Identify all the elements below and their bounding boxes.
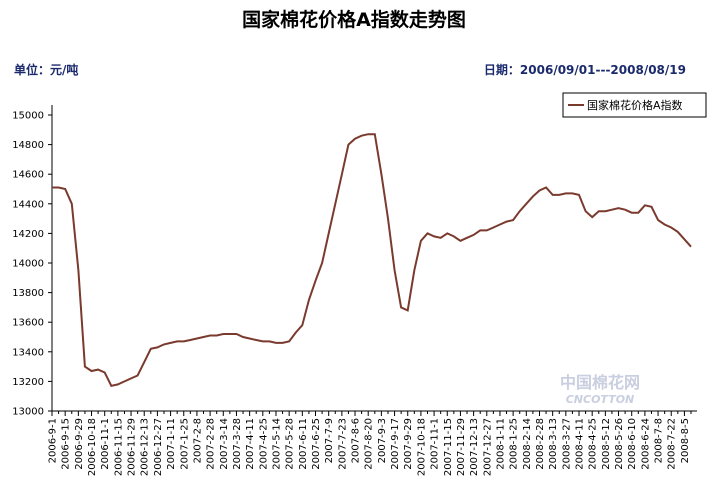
x-tick-label: 2006-12-27 xyxy=(153,418,164,476)
x-tick-label: 2007-12-13 xyxy=(469,418,480,476)
x-tick-label: 2007-7-9 xyxy=(324,418,335,463)
x-tick-label: 2007-4-11 xyxy=(245,418,256,470)
x-tick-label: 2008-2-28 xyxy=(535,418,546,470)
x-tick-label: 2006-9-1 xyxy=(48,418,59,463)
unit-label: 单位：元/吨 xyxy=(14,62,78,77)
x-tick-label: 2008-4-25 xyxy=(588,418,599,470)
x-tick-label: 2006-10-18 xyxy=(87,418,98,476)
x-tick-label: 2008-3-27 xyxy=(561,418,572,470)
y-tick-label: 14600 xyxy=(12,170,44,181)
x-tick-label: 2007-10-18 xyxy=(416,418,427,476)
x-tick-label: 2007-7-23 xyxy=(337,418,348,470)
x-tick-label: 2007-11-29 xyxy=(456,418,467,476)
x-tick-label: 2007-9-17 xyxy=(390,418,401,470)
x-tick-label: 2008-5-12 xyxy=(601,418,612,470)
y-tick-label: 14200 xyxy=(12,229,44,240)
x-tick-label: 2007-4-25 xyxy=(258,418,269,470)
y-tick-label: 13200 xyxy=(12,377,44,388)
watermark: 中国棉花网 xyxy=(560,373,640,392)
x-tick-label: 2006-11-29 xyxy=(127,418,138,476)
x-tick-label: 2007-2-8 xyxy=(192,418,203,463)
x-tick-label: 2007-2-28 xyxy=(206,418,217,470)
legend-box xyxy=(562,92,707,118)
x-tick-label: 2007-9-3 xyxy=(377,418,388,463)
y-tick-label: 14400 xyxy=(12,199,44,210)
x-tick-label: 2007-11-1 xyxy=(430,418,441,470)
y-tick-label: 15000 xyxy=(12,111,44,122)
x-tick-label: 2007-3-14 xyxy=(219,418,230,470)
x-tick-label: 2007-6-25 xyxy=(311,418,322,470)
x-tick-label: 2007-1-11 xyxy=(166,418,177,470)
x-tick-label: 2007-12-27 xyxy=(482,418,493,476)
x-tick-label: 2006-11-15 xyxy=(113,418,124,476)
x-tick-label: 2007-5-28 xyxy=(285,418,296,470)
legend-label: 国家棉花价格A指数 xyxy=(587,98,683,112)
y-tick-label: 14800 xyxy=(12,140,44,151)
chart-title: 国家棉花价格A指数走势图 xyxy=(242,8,466,31)
x-tick-label: 2007-3-28 xyxy=(232,418,243,470)
date-label: 日期：2006/09/01---2008/08/19 xyxy=(484,62,686,77)
x-tick-label: 2008-1-25 xyxy=(509,418,520,470)
watermark: CNCOTTON xyxy=(566,393,635,406)
x-tick-label: 2006-9-29 xyxy=(74,418,85,470)
x-tick-label: 2007-1-25 xyxy=(179,418,190,470)
x-tick-label: 2006-9-15 xyxy=(61,418,72,470)
x-tick-label: 2008-1-11 xyxy=(495,418,506,470)
y-tick-label: 13800 xyxy=(12,288,44,299)
x-tick-label: 2008-7-8 xyxy=(654,418,665,463)
x-tick-label: 2008-4-11 xyxy=(575,418,586,470)
x-tick-label: 2006-12-13 xyxy=(140,418,151,476)
x-tick-label: 2007-6-11 xyxy=(298,418,309,470)
x-tick-label: 2007-8-20 xyxy=(364,418,375,470)
x-tick-label: 2008-6-24 xyxy=(640,418,651,470)
x-tick-label: 2008-8-5 xyxy=(680,418,691,463)
y-tick-label: 13000 xyxy=(12,407,44,418)
x-tick-label: 2007-9-29 xyxy=(403,418,414,470)
y-tick-label: 13400 xyxy=(12,347,44,358)
x-tick-label: 2008-7-22 xyxy=(667,418,678,470)
y-tick-label: 14000 xyxy=(12,259,44,270)
x-tick-label: 2006-11-1 xyxy=(100,418,111,470)
data-line xyxy=(52,133,692,387)
y-tick-label: 13600 xyxy=(12,318,44,329)
x-tick-label: 2008-2-14 xyxy=(522,418,533,470)
x-tick-label: 2007-11-15 xyxy=(443,418,454,476)
x-tick-label: 2008-6-10 xyxy=(627,418,638,470)
x-tick-label: 2008-5-26 xyxy=(614,418,625,470)
x-tick-label: 2007-5-14 xyxy=(271,418,282,470)
x-tick-label: 2008-3-13 xyxy=(548,418,559,470)
x-tick-label: 2007-8-6 xyxy=(351,418,362,463)
